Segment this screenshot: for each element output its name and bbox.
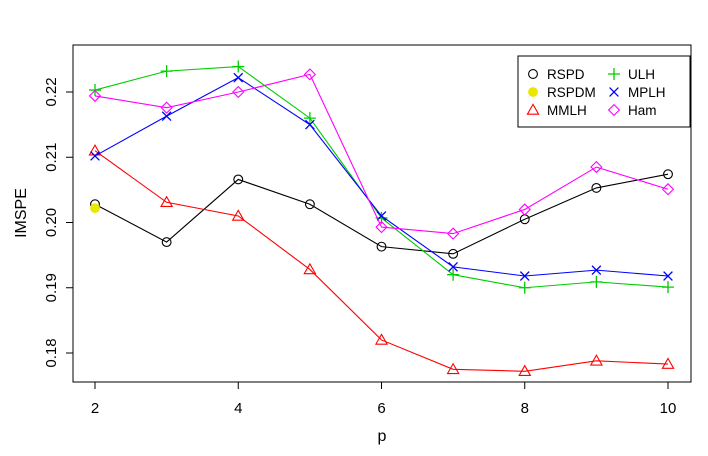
legend-marker-rspd bbox=[528, 69, 538, 79]
data-point-rspd bbox=[663, 169, 673, 180]
data-point-mmlh bbox=[303, 262, 317, 275]
data-point-rspd bbox=[591, 182, 602, 193]
data-point-ulh bbox=[160, 65, 173, 78]
data-point-ham bbox=[303, 68, 317, 81]
legend-entry-ham: Ham bbox=[607, 103, 657, 118]
data-point-ham bbox=[590, 160, 603, 174]
axes: 2 4 6 8 10 0.18 0.19 0.20 0.21 0.22 bbox=[43, 77, 676, 417]
data-point-mmlh bbox=[518, 364, 532, 377]
data-point-mplh bbox=[663, 271, 673, 281]
data-point-mplh bbox=[90, 151, 100, 161]
series-mmlh bbox=[88, 144, 675, 377]
data-point-rspd bbox=[376, 241, 387, 252]
data-point-ham bbox=[446, 227, 460, 240]
data-point-mplh bbox=[448, 262, 458, 272]
x-axis-label: p bbox=[378, 428, 387, 445]
data-point-ham bbox=[232, 85, 245, 99]
legend-label-mplh: MPLH bbox=[628, 85, 666, 100]
data-point-ham bbox=[375, 220, 388, 234]
data-point-mplh bbox=[519, 271, 530, 281]
x-tick-label: 8 bbox=[521, 400, 529, 417]
data-point-mmlh bbox=[160, 195, 174, 208]
data-point-mplh bbox=[305, 119, 315, 130]
legend-marker-ham bbox=[607, 103, 621, 117]
data-point-mmlh bbox=[374, 333, 389, 345]
series-line-ham bbox=[94, 73, 669, 235]
series-mplh bbox=[90, 72, 673, 281]
data-point-mmlh bbox=[446, 362, 460, 375]
data-point-mmlh bbox=[88, 144, 102, 156]
y-tick-label: 0.20 bbox=[43, 208, 60, 237]
legend-entry-ulh: ULH bbox=[608, 67, 655, 82]
y-tick-label: 0.19 bbox=[43, 273, 60, 302]
legend-marker-mmlh bbox=[526, 103, 540, 115]
data-point-mplh bbox=[591, 265, 602, 275]
data-point-rspd bbox=[161, 237, 172, 248]
series-group bbox=[88, 60, 675, 377]
data-point-mmlh bbox=[589, 354, 603, 366]
legend-marker-rspdm bbox=[528, 87, 538, 97]
data-point-ham bbox=[518, 203, 531, 216]
x-tick-label: 10 bbox=[660, 400, 677, 417]
data-point-rspdm bbox=[90, 203, 100, 214]
data-point-rspd bbox=[304, 199, 315, 210]
series-line-rspd bbox=[94, 173, 669, 255]
data-point-ham bbox=[661, 183, 675, 196]
x-tick-label: 2 bbox=[91, 400, 99, 417]
data-point-ham bbox=[88, 89, 102, 103]
data-point-ulh bbox=[447, 268, 460, 281]
data-point-mmlh bbox=[661, 357, 675, 369]
x-tick-label: 4 bbox=[234, 400, 242, 417]
legend-entry-mplh: MPLH bbox=[609, 85, 666, 100]
legend-label-mmlh: MMLH bbox=[547, 103, 587, 118]
y-tick-label: 0.21 bbox=[43, 143, 60, 172]
data-point-mmlh bbox=[231, 209, 245, 221]
y-axis-label: IMSPE bbox=[13, 188, 30, 238]
data-point-mplh bbox=[233, 72, 244, 83]
data-point-ulh bbox=[662, 281, 674, 294]
legend-entry-mmlh: MMLH bbox=[526, 103, 587, 118]
x-tick-label: 6 bbox=[377, 400, 385, 417]
legend-label-ham: Ham bbox=[628, 103, 657, 118]
data-point-ham bbox=[160, 101, 173, 114]
y-tick-label: 0.18 bbox=[43, 338, 60, 367]
legend-label-rspdm: RSPDM bbox=[547, 85, 596, 100]
data-point-mplh bbox=[161, 111, 172, 122]
legend-entry-rspdm: RSPDM bbox=[528, 85, 596, 100]
data-point-rspd bbox=[448, 248, 459, 259]
data-point-rspd bbox=[233, 174, 244, 185]
series-ham bbox=[88, 68, 675, 240]
legend-label-ulh: ULH bbox=[628, 67, 655, 82]
legend-entry-rspd: RSPD bbox=[528, 67, 585, 82]
data-point-ulh bbox=[232, 60, 245, 73]
series-rspdm bbox=[90, 203, 100, 214]
series-line-mmlh bbox=[94, 150, 669, 372]
legend-marker-ulh bbox=[608, 68, 620, 80]
legend-marker-mplh bbox=[609, 87, 619, 97]
data-point-ulh bbox=[303, 112, 316, 125]
data-point-ulh bbox=[590, 275, 603, 288]
data-point-mplh bbox=[376, 211, 387, 221]
y-tick-label: 0.22 bbox=[43, 77, 60, 106]
legend-label-rspd: RSPD bbox=[547, 67, 585, 82]
legend: RSPD RSPDM MMLH ULH MPLH Ham bbox=[517, 55, 691, 128]
data-point-ulh bbox=[518, 281, 531, 294]
legend-box bbox=[517, 55, 691, 128]
